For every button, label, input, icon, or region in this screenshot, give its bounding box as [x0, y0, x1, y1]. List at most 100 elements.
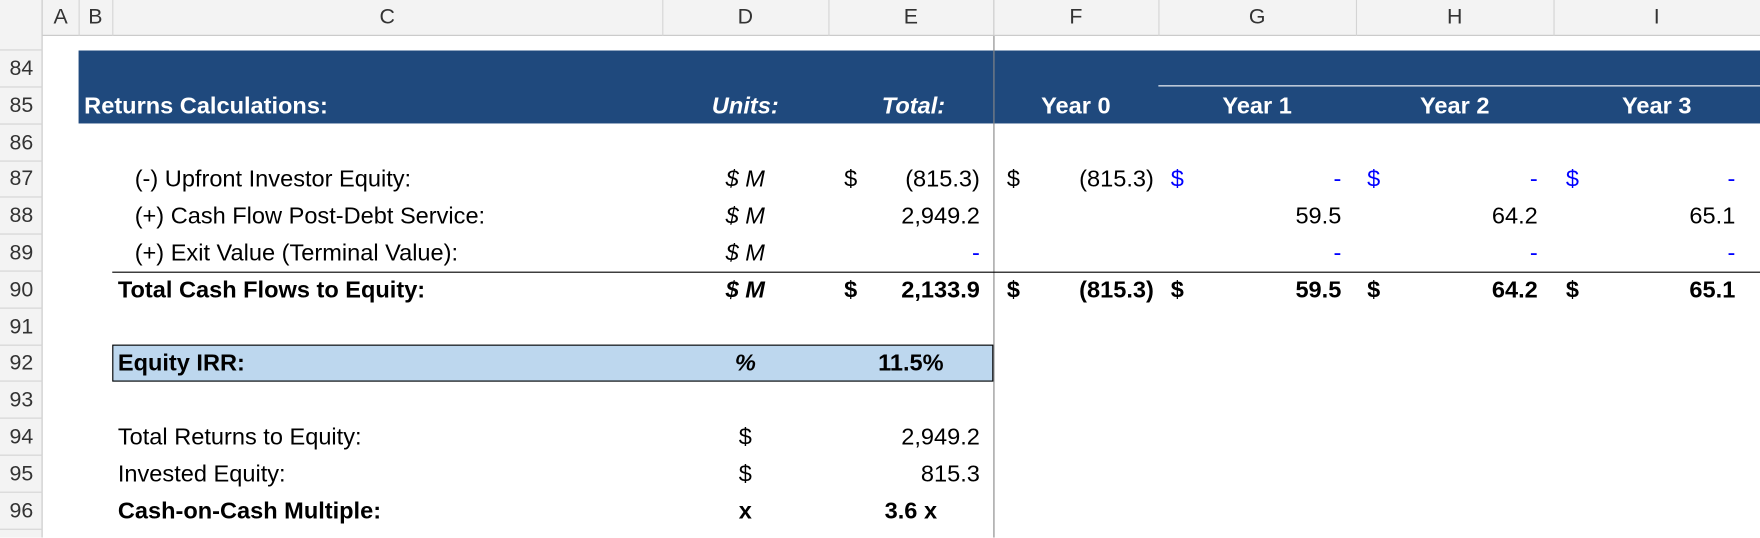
- year-value: 59.5: [1295, 203, 1342, 230]
- row-label: (-) Upfront Investor Equity:: [134, 166, 412, 193]
- row-divider: [0, 454, 43, 456]
- year-value: -: [1529, 166, 1538, 193]
- column-divider: [1158, 0, 1160, 36]
- year-value: -: [1333, 166, 1342, 193]
- row-divider: [0, 344, 43, 346]
- total-value: 2,949.2: [901, 424, 980, 451]
- row-number: 84: [9, 57, 34, 81]
- currency: $: [1006, 166, 1020, 193]
- units: $ M: [725, 277, 765, 303]
- column-letter: E: [903, 5, 918, 30]
- column-header-bar: [0, 0, 1760, 36]
- units: $ M: [725, 240, 765, 267]
- year-value: -: [1529, 240, 1538, 267]
- currency: $: [1367, 277, 1381, 303]
- row-divider: [0, 196, 43, 198]
- column-divider: [662, 0, 664, 36]
- units: $: [738, 461, 752, 487]
- column-letter: C: [379, 5, 395, 30]
- currency: $: [1367, 166, 1381, 193]
- header-units: Units:: [711, 92, 779, 119]
- row-number: 95: [9, 462, 34, 486]
- column-divider: [1355, 0, 1358, 36]
- column-divider: [78, 0, 80, 36]
- total-value: (815.3): [905, 166, 980, 193]
- year-value: 59.5: [1295, 277, 1342, 303]
- row-divider: [0, 417, 43, 419]
- year-value: 65.1: [1689, 203, 1736, 230]
- row-label: Invested Equity:: [117, 461, 286, 487]
- units: %: [734, 350, 756, 377]
- column-divider: [1553, 0, 1555, 36]
- column-letter: F: [1069, 5, 1083, 30]
- row-label: (+) Cash Flow Post-Debt Service:: [134, 203, 486, 230]
- currency: $: [1170, 277, 1184, 303]
- row-number: 92: [9, 351, 34, 376]
- currency: $: [1006, 277, 1020, 303]
- total-border: [112, 271, 1760, 273]
- row-number: 96: [9, 499, 34, 523]
- units: $ M: [725, 203, 765, 230]
- highlight-cell: [112, 345, 994, 383]
- row-divider: [0, 49, 43, 51]
- row-divider: [0, 160, 43, 162]
- total-value: 11.5%: [878, 350, 944, 377]
- row-divider: [0, 380, 43, 383]
- year-value: -: [1333, 240, 1342, 267]
- row-divider: [0, 491, 43, 493]
- row-label: (+) Exit Value (Terminal Value):: [134, 240, 459, 267]
- year-value: (815.3): [1079, 166, 1154, 193]
- currency: $: [1565, 277, 1579, 303]
- row-number: 93: [9, 388, 34, 413]
- header-total: Total:: [881, 92, 946, 119]
- total-value: 2,133.9: [901, 277, 980, 303]
- row-number: 85: [9, 94, 34, 118]
- total-value: 815.3: [920, 461, 980, 487]
- currency: $: [844, 277, 858, 303]
- year-value: 65.1: [1689, 277, 1736, 303]
- row-number: 87: [9, 167, 34, 192]
- year-value: -: [1727, 240, 1736, 267]
- year-header: Year 3: [1621, 92, 1692, 119]
- year-header: Year 1: [1222, 92, 1292, 119]
- row-divider: [0, 307, 43, 309]
- header-title: Returns Calculations:: [84, 92, 328, 119]
- column-letter: D: [737, 5, 754, 30]
- row-label: Total Returns to Equity:: [117, 424, 362, 451]
- column-divider: [828, 0, 830, 36]
- row-number: 94: [9, 425, 34, 449]
- column-divider: [112, 0, 114, 36]
- column-letter: G: [1248, 5, 1266, 30]
- column-letter: I: [1653, 5, 1660, 30]
- row-label: Equity IRR:: [117, 350, 245, 377]
- row-divider: [0, 270, 43, 272]
- row-number: 90: [9, 278, 34, 302]
- year-value: (815.3): [1079, 277, 1154, 303]
- year-value: -: [1727, 166, 1736, 193]
- row-number: 88: [9, 204, 34, 229]
- total-value: -: [972, 240, 980, 267]
- column-divider: [993, 0, 995, 36]
- row-divider: [0, 86, 43, 88]
- units: $ M: [725, 166, 765, 193]
- row-label: Total Cash Flows to Equity:: [117, 277, 426, 303]
- row-divider: [0, 123, 43, 125]
- row-header-bar: [0, 0, 43, 538]
- year-value: 64.2: [1491, 277, 1538, 303]
- year-header: Year 2: [1419, 92, 1490, 119]
- currency: $: [1565, 166, 1579, 193]
- units: $: [738, 424, 752, 451]
- title-band: [78, 50, 1760, 124]
- row-divider: [0, 528, 43, 530]
- row-number: 86: [9, 130, 34, 155]
- row-divider: [0, 233, 43, 235]
- year-header: Year 0: [1041, 92, 1111, 119]
- year-divider: [1158, 85, 1760, 87]
- total-value: 2,949.2: [901, 203, 980, 230]
- year-value: 64.2: [1491, 203, 1538, 230]
- currency: $: [844, 166, 858, 193]
- total-value: 3.6 x: [884, 497, 938, 524]
- column-letter: A: [53, 5, 68, 30]
- row-label: Cash-on-Cash Multiple:: [117, 497, 382, 524]
